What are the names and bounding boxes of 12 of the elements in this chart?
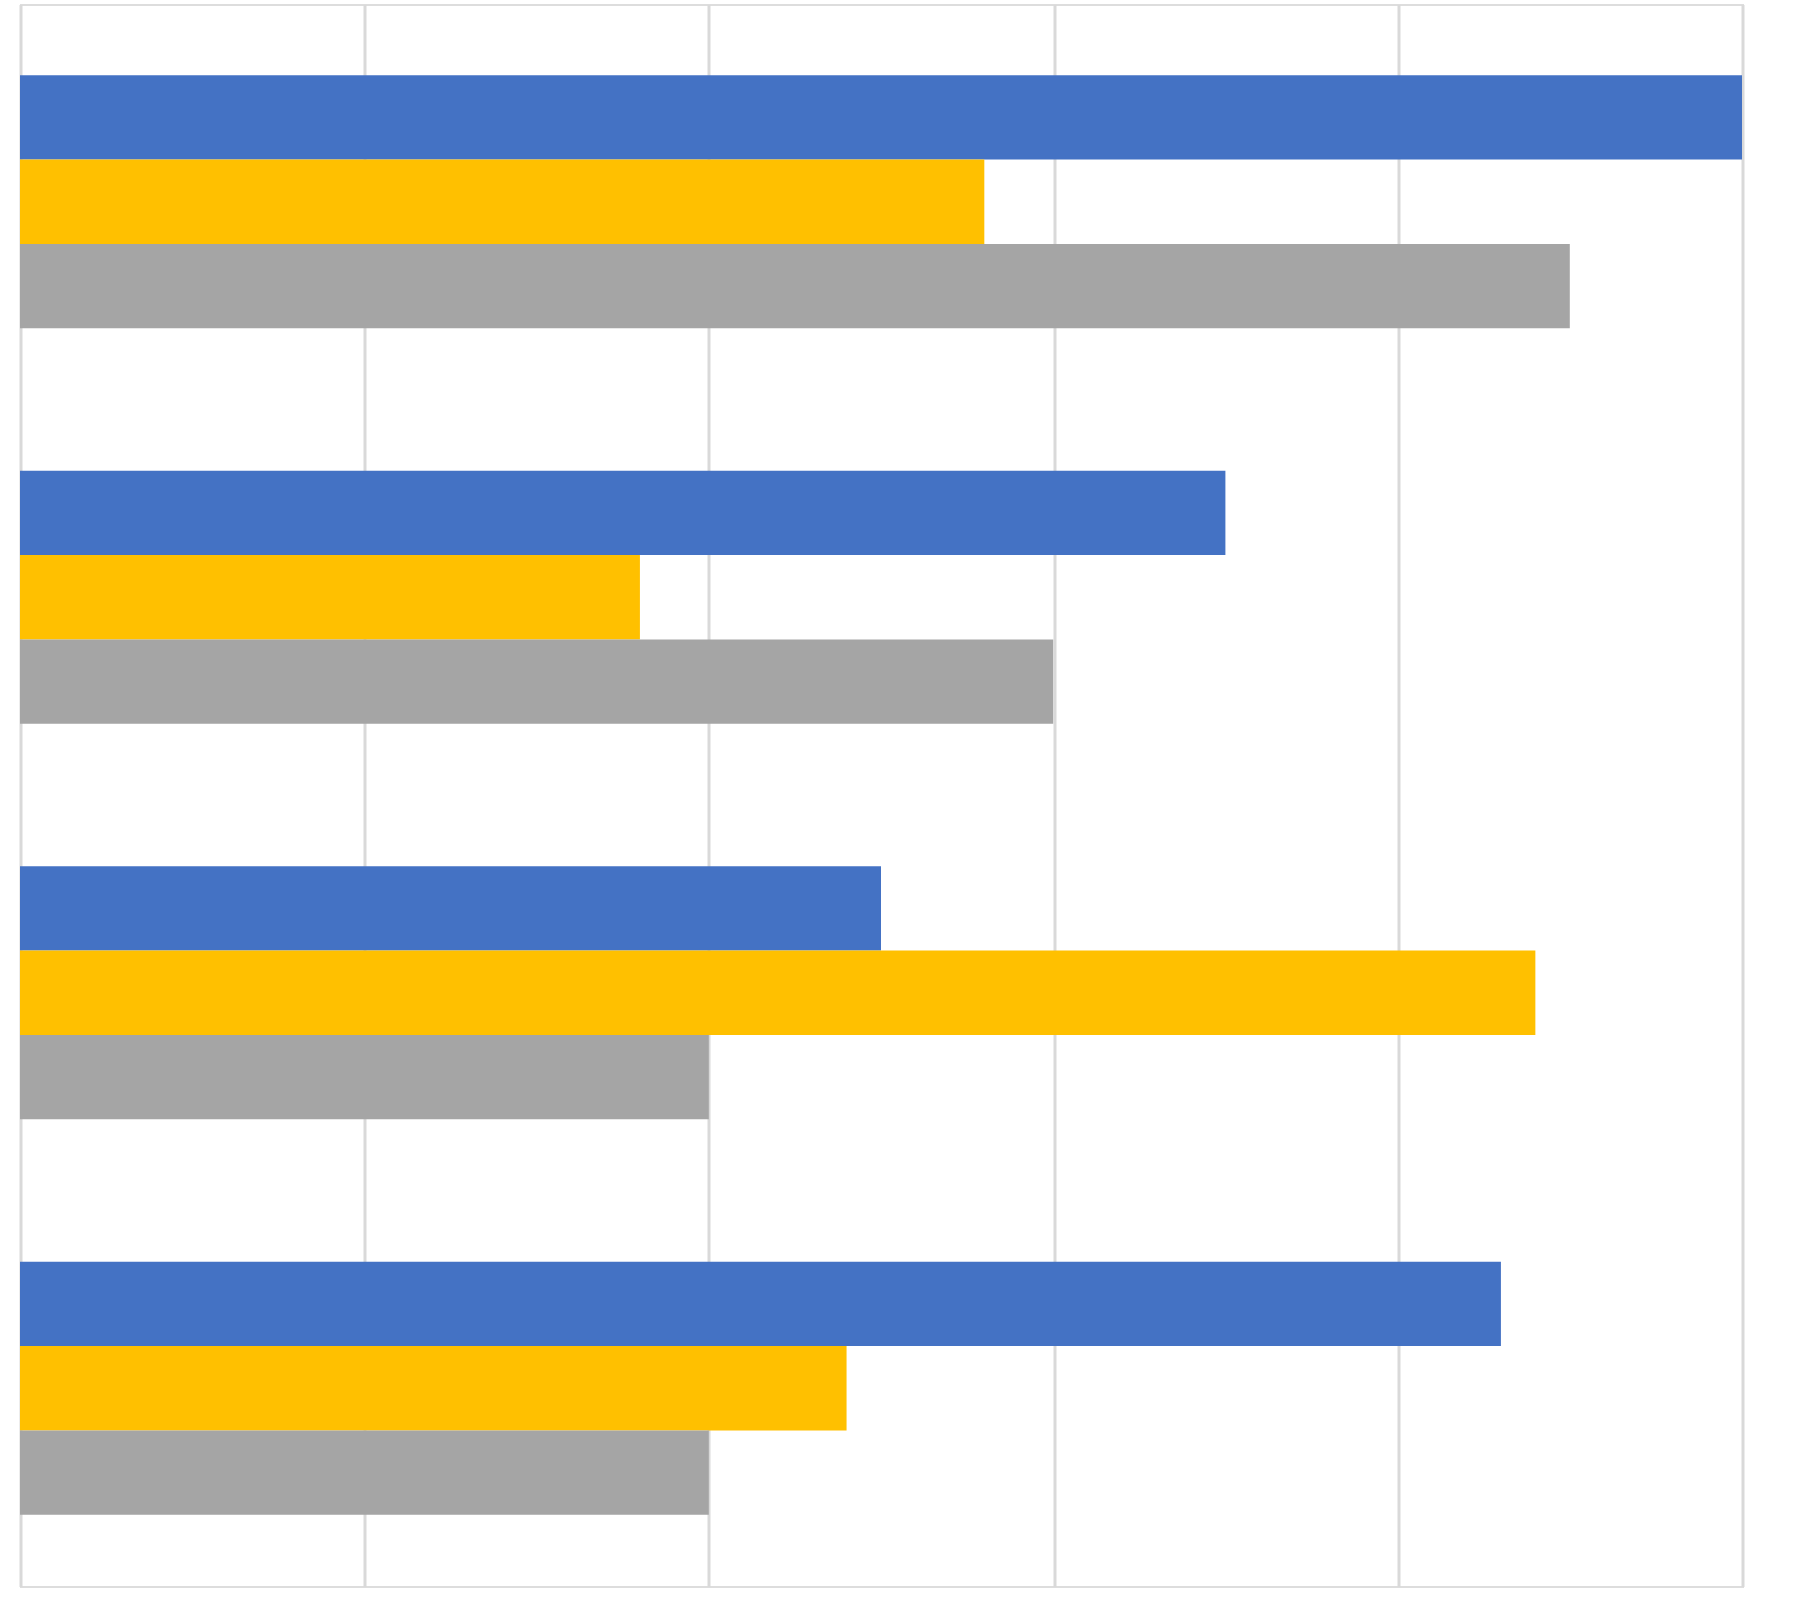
bar: [20, 639, 1054, 724]
bar: [20, 243, 1570, 329]
bar: [20, 1430, 709, 1515]
bar: [20, 75, 1742, 160]
bar: [20, 555, 640, 640]
bar: [20, 1034, 709, 1120]
bar: [20, 1261, 1501, 1347]
bar: [20, 1346, 847, 1431]
bar: [20, 950, 1536, 1035]
bar: [20, 866, 881, 951]
bar: [20, 470, 1226, 556]
bar: [20, 159, 985, 244]
